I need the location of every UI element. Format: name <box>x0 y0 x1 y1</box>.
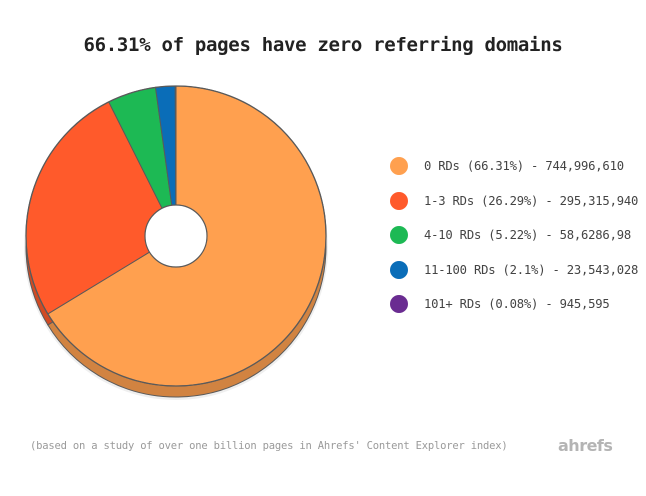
legend-item-0-rds: 0 RDs (66.31%) - 744,996,610 <box>390 156 638 176</box>
ahrefs-logo: ahrefs <box>558 436 613 455</box>
legend-swatch <box>390 295 408 313</box>
legend-label: 11-100 RDs (2.1%) - 23,543,028 <box>424 262 639 277</box>
legend-label: 0 RDs (66.31%) - 744,996,610 <box>424 159 624 173</box>
legend-swatch <box>390 157 408 175</box>
chart-legend: 0 RDs (66.31%) - 744,996,610 1-3 RDs (26.… <box>390 156 638 329</box>
legend-label: 101+ RDs (0.08%) - 945,595 <box>424 297 610 311</box>
chart-title: 66.31% of pages have zero referring doma… <box>83 34 563 56</box>
donut-slices <box>25 85 327 387</box>
donut-hole <box>144 204 208 268</box>
legend-swatch <box>390 226 408 244</box>
footnote: (based on a study of over one billion pa… <box>30 440 508 452</box>
legend-label: 1-3 RDs (26.29%) - 295,315,940 <box>424 193 639 208</box>
legend-swatch <box>390 260 408 279</box>
donut-outline <box>25 85 327 387</box>
legend-item-101-rds: 101+ RDs (0.08%) - 945,595 <box>390 294 638 314</box>
legend-label: 4-10 RDs (5.22%) - 58,6286,98 <box>424 228 631 242</box>
legend-item-13-rds: 1-3 RDs (26.29%) - 295,315,940 <box>390 191 638 211</box>
legend-item-410-rds: 4-10 RDs (5.22%) - 58,6286,98 <box>390 225 638 245</box>
pie-slice-101-rds <box>174 85 177 206</box>
legend-item-11100-rds: 11-100 RDs (2.1%) - 23,543,028 <box>390 260 638 280</box>
legend-swatch <box>390 191 408 210</box>
